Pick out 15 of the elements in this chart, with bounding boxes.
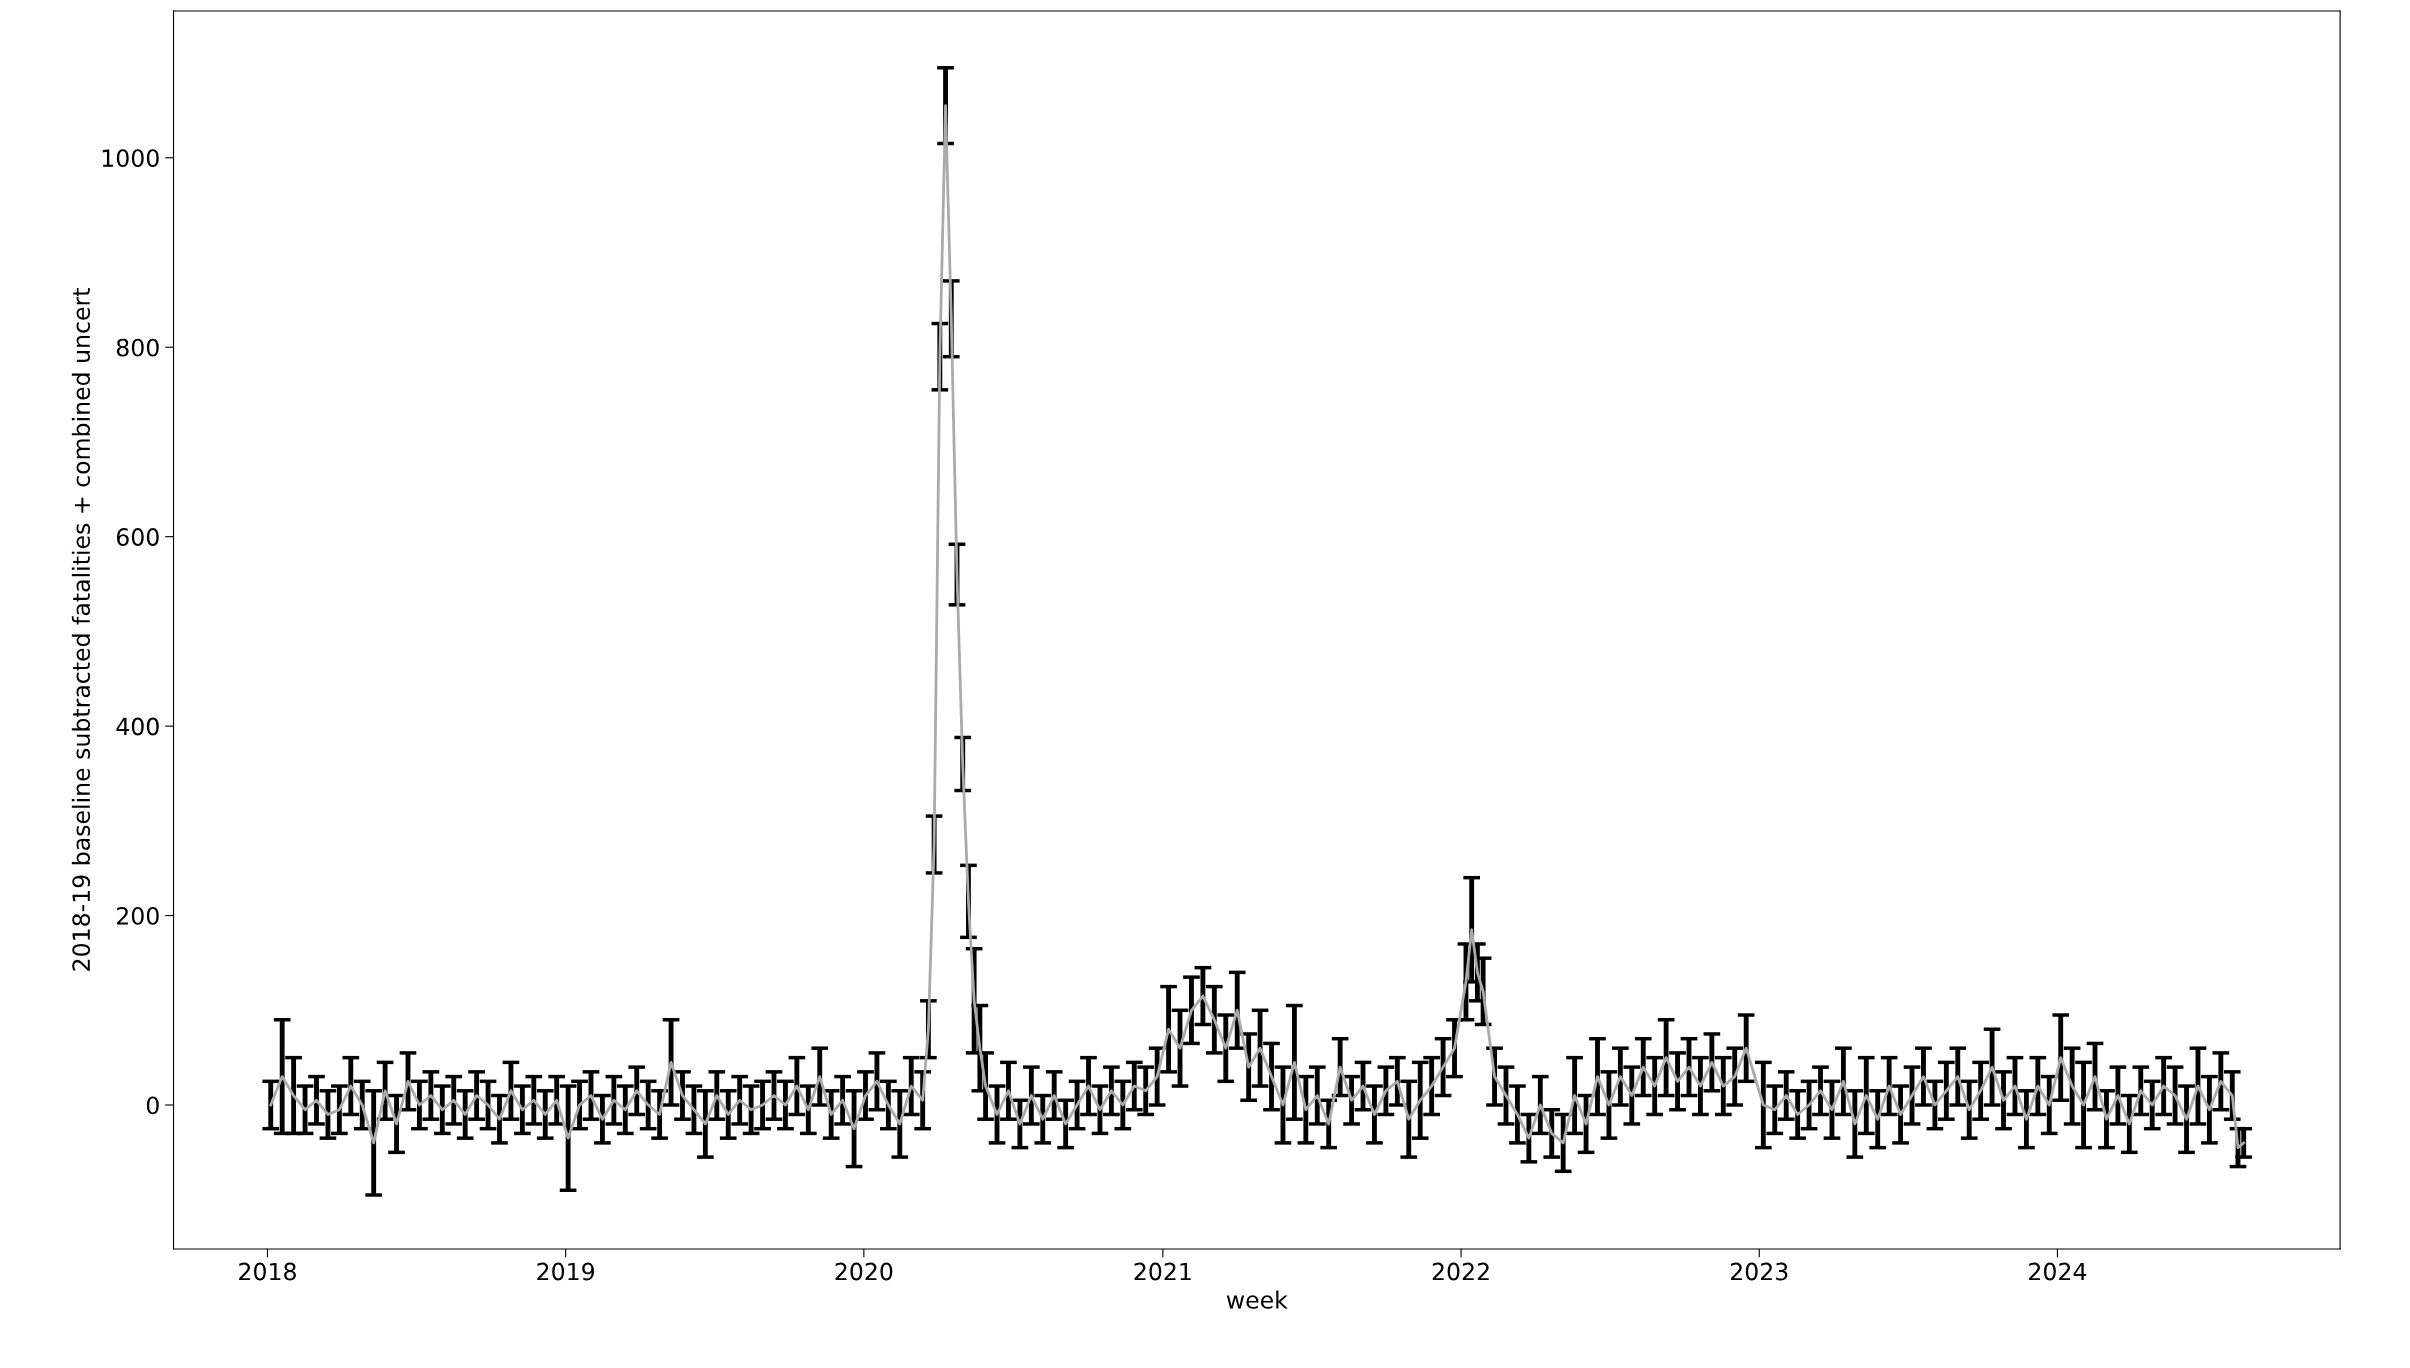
y-tick-label: 1000 (102, 149, 159, 168)
y-tick-label: 800 (116, 338, 159, 357)
x-axis-title: week (1226, 1290, 1288, 1309)
x-tick-label: 2019 (537, 1262, 595, 1281)
y-tick-label: 400 (116, 717, 159, 736)
x-tick-label: 2021 (1134, 1262, 1191, 1281)
y-tick-label: 0 (146, 1096, 159, 1115)
y-axis-title: 2018-19 baseline subtracted fatalities + combined uncert (71, 288, 91, 971)
y-tick-label: 600 (116, 528, 159, 546)
x-tick-label: 2023 (1730, 1262, 1788, 1281)
y-tick-label: 200 (116, 907, 159, 925)
x-tick-label: 2020 (835, 1262, 893, 1281)
x-tick-label: 2022 (1432, 1262, 1489, 1281)
x-tick-label: 2018 (239, 1262, 296, 1281)
x-tick-label: 2024 (2029, 1262, 2087, 1281)
